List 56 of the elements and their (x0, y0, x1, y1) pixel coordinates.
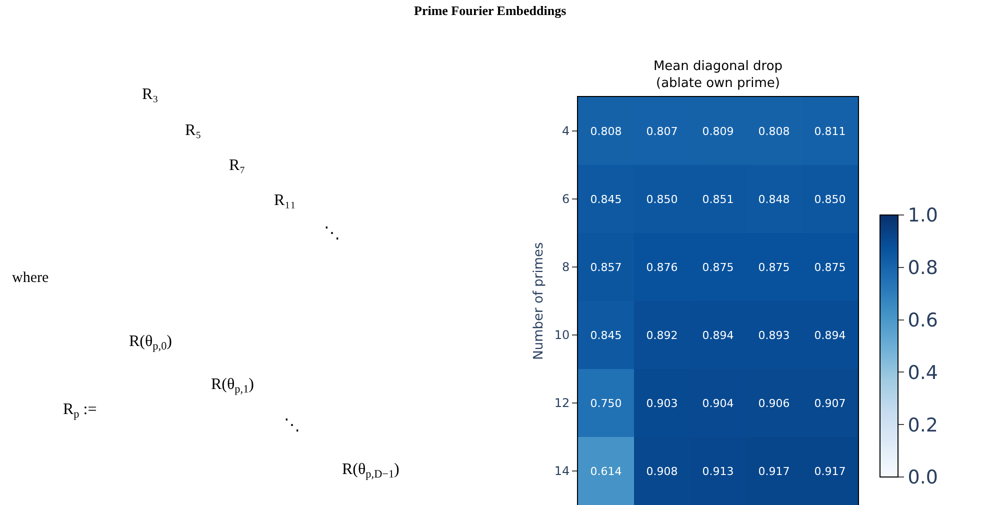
y-tick-label: 8 (562, 260, 570, 274)
data-label: 0.750 (590, 396, 622, 410)
data-label: 0.807 (646, 124, 678, 138)
text: ⋱ (324, 225, 340, 242)
text: ⋱ (284, 417, 300, 434)
text: R₁₁ (274, 192, 296, 209)
data-label: 0.857 (590, 260, 622, 274)
text: R(θ$_{p,D−1}$) (342, 461, 400, 480)
chart-title: Mean diagonal drop (ablate own prime) (653, 59, 783, 91)
data-label: 0.913 (702, 464, 734, 478)
y-tick-label: 6 (562, 192, 570, 206)
text: R(θ$_{p,0}$) (129, 333, 172, 352)
data-label: 0.906 (758, 396, 790, 410)
data-label: 0.893 (758, 328, 790, 342)
text: R(θ$_{p,1}$) (211, 376, 254, 396)
data-label: 0.848 (758, 192, 790, 206)
color-bar-label: 0.8 (908, 257, 938, 280)
data-label: 0.875 (814, 260, 846, 274)
y-tick-label: 12 (554, 396, 570, 410)
text: R₇ (229, 157, 246, 174)
data-label: 0.894 (814, 328, 846, 342)
data-label: 0.614 (590, 464, 622, 478)
data-label: 0.917 (814, 464, 846, 478)
data-label: 0.876 (646, 260, 678, 274)
y-tick-label: 14 (554, 464, 570, 478)
data-label: 0.903 (646, 396, 678, 410)
data-label: 0.850 (814, 192, 846, 206)
data-label: 0.851 (702, 192, 734, 206)
y-tick-label: 4 (562, 124, 570, 138)
color-bar-label: 0.6 (908, 309, 938, 332)
text: R₅ (185, 122, 202, 139)
data-label: 0.850 (646, 192, 678, 206)
data-label: 0.894 (702, 328, 734, 342)
data-label: 0.917 (758, 464, 790, 478)
data-label: 0.808 (590, 124, 622, 138)
y-tick-label: 10 (554, 328, 570, 342)
text: R₃ (142, 86, 158, 103)
data-label: 0.875 (758, 260, 790, 274)
data-label: 0.908 (646, 464, 678, 478)
color-bar-label: 0.2 (908, 414, 938, 436)
text: R$_{p}$ := (63, 401, 97, 420)
data-label: 0.907 (814, 396, 846, 410)
data-label: 0.811 (814, 124, 846, 138)
text: Prime Fourier Embeddings (414, 3, 566, 18)
data-label: 0.808 (758, 124, 790, 138)
color-bar-label: 0.4 (908, 362, 938, 384)
color-bar-label: 0.0 (908, 466, 938, 489)
y-axis-title: Number of primes (531, 242, 546, 360)
data-label: 0.904 (702, 396, 734, 410)
data-label: 0.809 (702, 124, 734, 138)
color-bar-label: 1.0 (908, 204, 938, 227)
data-label: 0.892 (646, 328, 678, 342)
data-label: 0.845 (590, 192, 622, 206)
data-label: 0.845 (590, 328, 622, 342)
data-label: 0.875 (702, 260, 734, 274)
text: where (12, 270, 49, 286)
